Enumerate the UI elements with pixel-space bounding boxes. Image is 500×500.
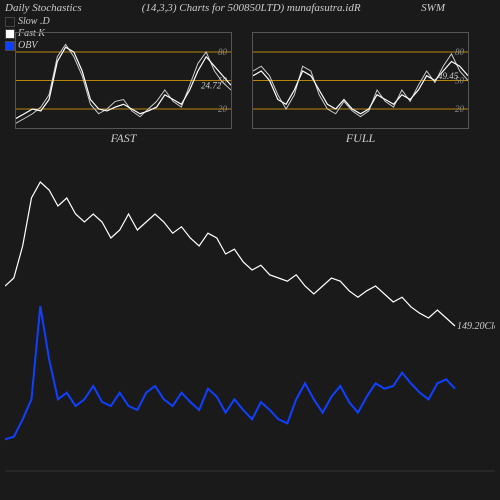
main-chart: 149.20Close	[5, 156, 495, 476]
svg-text:149.20Close: 149.20Close	[457, 321, 495, 332]
legend-slowd: Slow .D	[5, 16, 495, 28]
svg-text:49.45: 49.45	[438, 71, 459, 81]
mini-chart-full: 20508049.45	[252, 32, 469, 129]
svg-text:24.72: 24.72	[201, 80, 222, 90]
legend-label: Slow .D	[18, 16, 50, 28]
svg-text:80: 80	[455, 47, 465, 57]
mini-chart-fast: 20508024.72	[15, 32, 232, 129]
mini-title-fast: FAST	[15, 131, 232, 146]
svg-text:20: 20	[218, 104, 228, 114]
square-icon	[5, 41, 15, 51]
mini-title-full: FULL	[252, 131, 469, 146]
square-icon	[5, 17, 15, 27]
svg-text:80: 80	[218, 47, 228, 57]
svg-text:20: 20	[455, 104, 465, 114]
chart-title: Daily Stochastics	[5, 2, 82, 14]
chart-symbol: SWM	[421, 2, 445, 14]
chart-params: (14,3,3) Charts for 500850LTD) munafasut…	[142, 2, 361, 14]
square-icon	[5, 29, 15, 39]
